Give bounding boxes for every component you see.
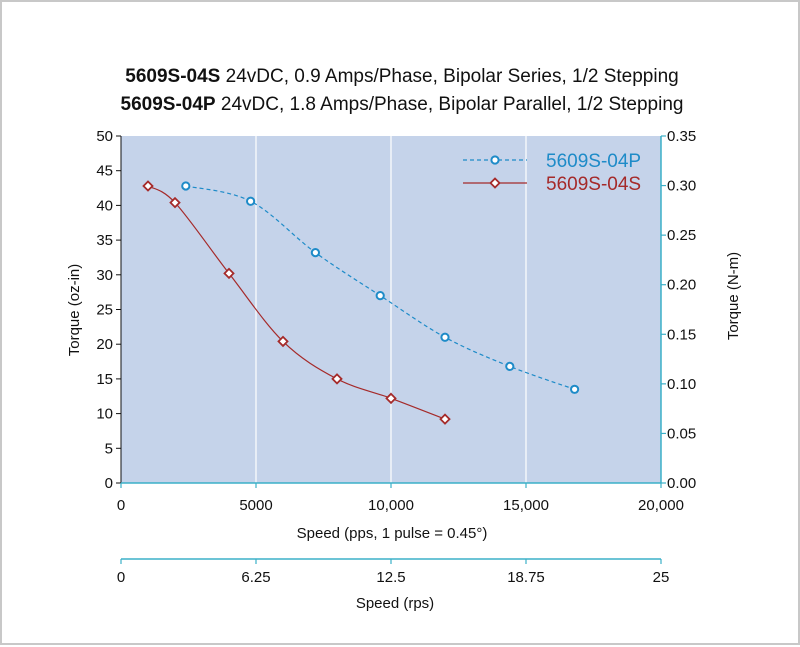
title-model-parallel: 5609S-04P [120,94,216,115]
data-point-5609s-04p [310,247,320,258]
data-point-5609s-04s [169,196,181,209]
x-axis-rps: 0 6.25 12.5 18.75 25 [117,558,670,586]
y-axis-right-label: Torque (N-m) [725,252,742,340]
right-y-axis: 0.00 0.05 0.10 0.15 0.20 0.25 0.30 0.35 [660,128,696,492]
series-layer [142,180,580,425]
data-point-5609s-04s [277,335,289,348]
data-point-5609s-04p [246,196,256,206]
left-axis-tick-label: 25 [96,302,113,319]
data-point-5609s-04p [570,384,580,394]
right-axis-tick-label: 0.05 [667,425,696,442]
rps-axis-tick-label: 6.25 [241,569,270,586]
left-axis-tick-label: 15 [96,371,113,388]
right-axis-tick-label: 0.25 [667,227,696,244]
title-model-series: 5609S-04S [125,66,221,87]
chart-title-line-2: 5609S-04P 24vDC, 1.8 Amps/Phase, Bipolar… [2,94,800,116]
left-axis-tick-label: 0 [105,475,113,492]
left-axis-tick-label: 10 [96,406,113,423]
rps-axis-tick-label: 12.5 [376,569,405,586]
data-point-5609s-04s [142,180,154,192]
legend-label-5609s-04s: 5609S-04S [546,174,641,195]
legend-label-5609s-04p: 5609S-04P [546,151,641,172]
left-axis-tick-label: 30 [96,267,113,284]
rps-axis-tick-label: 25 [653,569,670,586]
left-axis-tick-label: 35 [96,232,113,249]
right-axis-tick-label: 0.30 [667,178,696,195]
data-point-5609s-04s [331,373,343,385]
title-spec-series: 24vDC, 0.9 Amps/Phase, Bipolar Series, 1… [220,66,679,87]
right-axis-tick-label: 0.10 [667,376,696,393]
left-axis-tick-label: 50 [96,128,113,145]
chart-title-line-1: 5609S-04S 24vDC, 0.9 Amps/Phase, Bipolar… [2,66,800,88]
left-axis-tick-label: 45 [96,163,113,180]
right-axis-tick-label: 0.15 [667,326,696,343]
left-axis-tick-label: 20 [96,336,113,353]
bottom-axis-tick-label: 0 [117,497,125,514]
left-y-axis: 0 5 10 15 20 25 30 35 40 45 50 [96,128,122,492]
data-point-5609s-04p [505,361,515,372]
bottom-axis-tick-label: 5000 [239,497,272,514]
x-axis-pps: 0 5000 10,000 15,000 20,000 [117,482,684,514]
right-axis-tick-label: 0.20 [667,277,696,294]
title-spec-parallel: 24vDC, 1.8 Amps/Phase, Bipolar Parallel,… [215,94,684,115]
bottom-axis-tick-label: 20,000 [638,497,684,514]
legend-marker-5609s-04s [489,177,501,189]
data-point-5609s-04s [439,413,451,425]
data-point-5609s-04s [223,267,235,280]
data-point-5609s-04p [375,291,385,301]
left-axis-tick-label: 40 [96,197,113,214]
bottom-axis-tick-label: 15,000 [503,497,549,514]
right-axis-tick-label: 0.00 [667,475,696,492]
x-axis-label: Speed (pps, 1 pulse = 0.45°) [297,525,488,542]
rps-axis-tick-label: 18.75 [507,569,545,586]
left-axis-tick-label: 5 [105,440,113,457]
data-point-5609s-04p [440,332,450,342]
right-axis-tick-label: 0.35 [667,128,696,145]
rps-axis-tick-label: 0 [117,569,125,586]
bottom-axis-tick-label: 10,000 [368,497,414,514]
data-point-5609s-04p [181,181,191,191]
data-point-5609s-04s [385,392,397,405]
y-axis-left-label: Torque (oz-in) [66,264,83,357]
x-axis-secondary-label: Speed (rps) [356,595,434,612]
legend-marker-5609s-04p [490,155,500,165]
